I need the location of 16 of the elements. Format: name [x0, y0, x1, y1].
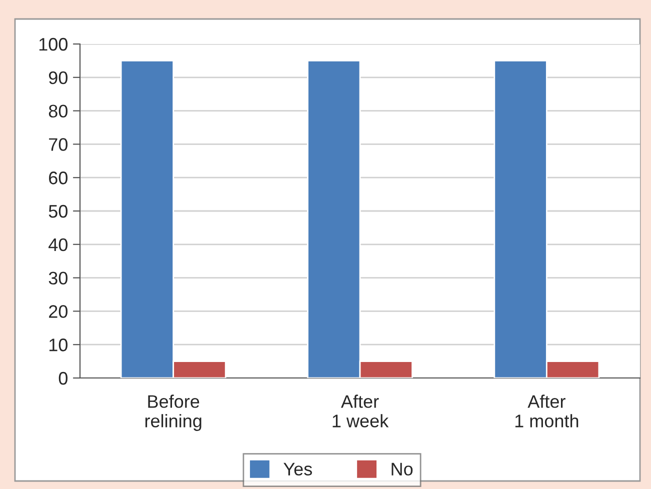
y-tick-label: 70 [49, 138, 68, 151]
x-tick-label: After 1 week [332, 394, 389, 428]
y-tick-label: 80 [48, 104, 68, 118]
y-tick-label: 60 [49, 172, 68, 184]
y-tick-label: 50 [48, 204, 68, 218]
legend-label: Yes [284, 462, 312, 476]
y-tick-label: 20 [49, 305, 68, 318]
y-tick-label: 40 [48, 238, 68, 252]
y-tick-label: 100 [39, 38, 68, 51]
legend-label: No [392, 462, 413, 476]
y-tick-label: 90 [48, 71, 68, 84]
x-tick-label: Before relining [145, 394, 202, 431]
x-tick-label: After 1 month [515, 394, 578, 428]
y-tick-label: 0 [58, 372, 68, 385]
y-tick-label: 30 [48, 272, 68, 285]
y-tick-label: 10 [49, 338, 68, 352]
